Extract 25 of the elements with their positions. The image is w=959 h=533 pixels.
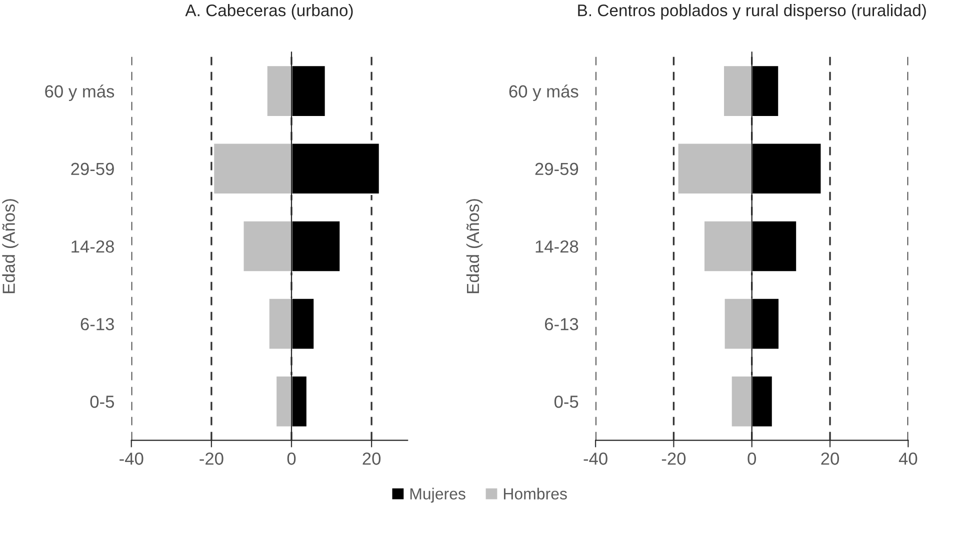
y-tick-label: 0-5 <box>90 396 114 408</box>
y-tick-label: 60 y más <box>509 84 578 102</box>
x-tick-label: -40 <box>584 452 608 465</box>
y-axis-title: Edad (Años) <box>2 199 18 294</box>
x-tick-label: 20 <box>821 452 839 465</box>
x-tick-label: 0 <box>748 452 756 465</box>
x-tick-label: 40 <box>898 452 918 465</box>
x-tick-label: -20 <box>200 452 224 465</box>
legend-label: Hombres <box>504 488 567 500</box>
chart-title: B. Centros poblados y rural disperso (ruralidad) <box>578 4 926 20</box>
chart-title: A. Cabeceras (urbano) <box>185 4 353 20</box>
y-tick-label: 29-59 <box>71 162 114 176</box>
x-tick-label: 20 <box>362 452 381 465</box>
y-tick-label: 0-5 <box>554 396 578 408</box>
y-tick-label: 14-28 <box>72 240 114 253</box>
y-tick-label: 29-59 <box>535 162 578 176</box>
x-tick-label: -40 <box>120 452 144 465</box>
x-tick-label: -20 <box>662 452 686 465</box>
y-tick-label: 6-13 <box>545 318 578 330</box>
y-tick-label: 6-13 <box>80 318 114 330</box>
y-tick-label: 14-28 <box>536 240 578 253</box>
x-tick-label: 0 <box>287 452 296 465</box>
y-axis-title: Edad (Años) <box>466 199 483 294</box>
legend-label: Mujeres <box>410 488 466 503</box>
y-tick-label: 60 y más <box>45 84 114 102</box>
